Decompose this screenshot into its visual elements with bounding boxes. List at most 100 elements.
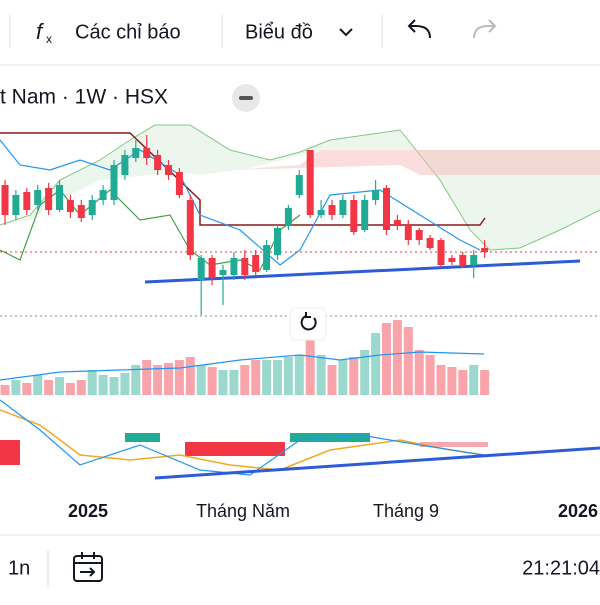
redo-button[interactable] (473, 19, 497, 39)
macd-hist (185, 442, 285, 456)
candle-body (197, 258, 205, 280)
volume-bar (371, 333, 381, 395)
undo-button[interactable] (407, 19, 431, 39)
candle-body (252, 255, 260, 272)
candle-body (45, 188, 53, 210)
indicators-button[interactable]: Các chỉ báo (75, 21, 181, 43)
volume-bar (131, 365, 141, 395)
base-line (0, 132, 486, 226)
reset-icon[interactable] (300, 312, 317, 331)
candle-body (99, 190, 107, 200)
candle-body (459, 255, 467, 265)
volume-bar (0, 385, 10, 395)
span-a (0, 124, 600, 251)
macd-hist (420, 442, 488, 447)
date-range-icon[interactable] (73, 555, 103, 582)
candle-body (448, 258, 456, 262)
candle-body (393, 220, 401, 225)
candle-body (154, 155, 162, 170)
macd-line (0, 399, 485, 476)
macd-hist (0, 440, 20, 465)
candle-body (437, 240, 445, 265)
volume-bar (240, 365, 250, 395)
candle-body (23, 192, 31, 210)
cloud-red (230, 150, 600, 175)
candle-body (274, 228, 281, 255)
candle-body (383, 188, 390, 230)
candle-body (328, 205, 336, 215)
candle-body (284, 208, 292, 225)
candle-body (263, 245, 271, 270)
candle-body (208, 258, 216, 278)
candle-body (175, 172, 183, 195)
volume-bar (153, 365, 163, 395)
volume-bar (109, 377, 119, 395)
conversion-line (0, 139, 481, 266)
volume-bar (65, 383, 75, 395)
candle-body (110, 165, 118, 200)
trend-line[interactable] (154, 446, 600, 480)
candle-body (77, 205, 85, 218)
macd-hist (125, 433, 160, 442)
candle-body (241, 258, 249, 275)
x-axis-label: Tháng 9 (373, 501, 439, 521)
volume-bar (262, 360, 272, 395)
candle-body (132, 148, 140, 158)
volume-bar (425, 355, 435, 395)
candle-body (165, 165, 172, 175)
interval-button[interactable]: 1n (8, 557, 30, 579)
volume-bar (87, 370, 97, 395)
date-range-icon[interactable] (74, 552, 102, 577)
volume-bar (174, 360, 184, 395)
collapse-icon[interactable] (239, 96, 253, 100)
candle-body (219, 270, 227, 275)
candle-body (306, 150, 314, 215)
volume-bar (76, 380, 86, 395)
candle-body (372, 190, 380, 200)
candle-body (470, 255, 478, 265)
volume-bar (392, 320, 402, 395)
clock: 21:21:04 (522, 557, 600, 579)
volume-bar (218, 370, 228, 395)
reset-button[interactable] (289, 307, 327, 341)
toolbar (0, 0, 600, 65)
fx-icon[interactable]: f (36, 19, 45, 44)
trend-line[interactable] (144, 259, 581, 284)
candle-body (186, 200, 194, 255)
candle-body (295, 175, 303, 195)
volume-bar (414, 350, 424, 395)
volume-bar (98, 375, 108, 395)
volume-bar (349, 357, 359, 395)
candle-body (339, 200, 347, 215)
volume-bar (403, 327, 413, 395)
candle-body (1, 185, 9, 215)
chart-type-button[interactable]: Biểu đồ (245, 21, 313, 43)
candle-body (317, 210, 325, 215)
volume-bar (327, 365, 337, 395)
volume-bar (447, 367, 457, 395)
candle-body (426, 238, 434, 248)
signal-line (0, 409, 485, 471)
volume-bar (120, 373, 130, 395)
volume-bar (44, 380, 54, 395)
volume-bar (251, 360, 261, 395)
dropdown-icon[interactable] (339, 28, 353, 37)
candle-body (361, 200, 369, 230)
volume-bar (229, 370, 239, 395)
fx-icon[interactable]: x (46, 32, 52, 46)
volume-bar (436, 365, 446, 395)
volume-bar (338, 360, 348, 395)
volume-bar (55, 377, 64, 395)
candle-body (415, 230, 423, 240)
candle-body (56, 185, 63, 210)
volume-bar (273, 360, 282, 395)
volume-bar (316, 355, 326, 395)
volume-bar (185, 357, 195, 395)
candle-body (143, 148, 151, 158)
volume-bar (207, 367, 217, 395)
volume-bar (360, 350, 370, 395)
volume-bar (469, 365, 479, 395)
candle-body (230, 258, 238, 275)
